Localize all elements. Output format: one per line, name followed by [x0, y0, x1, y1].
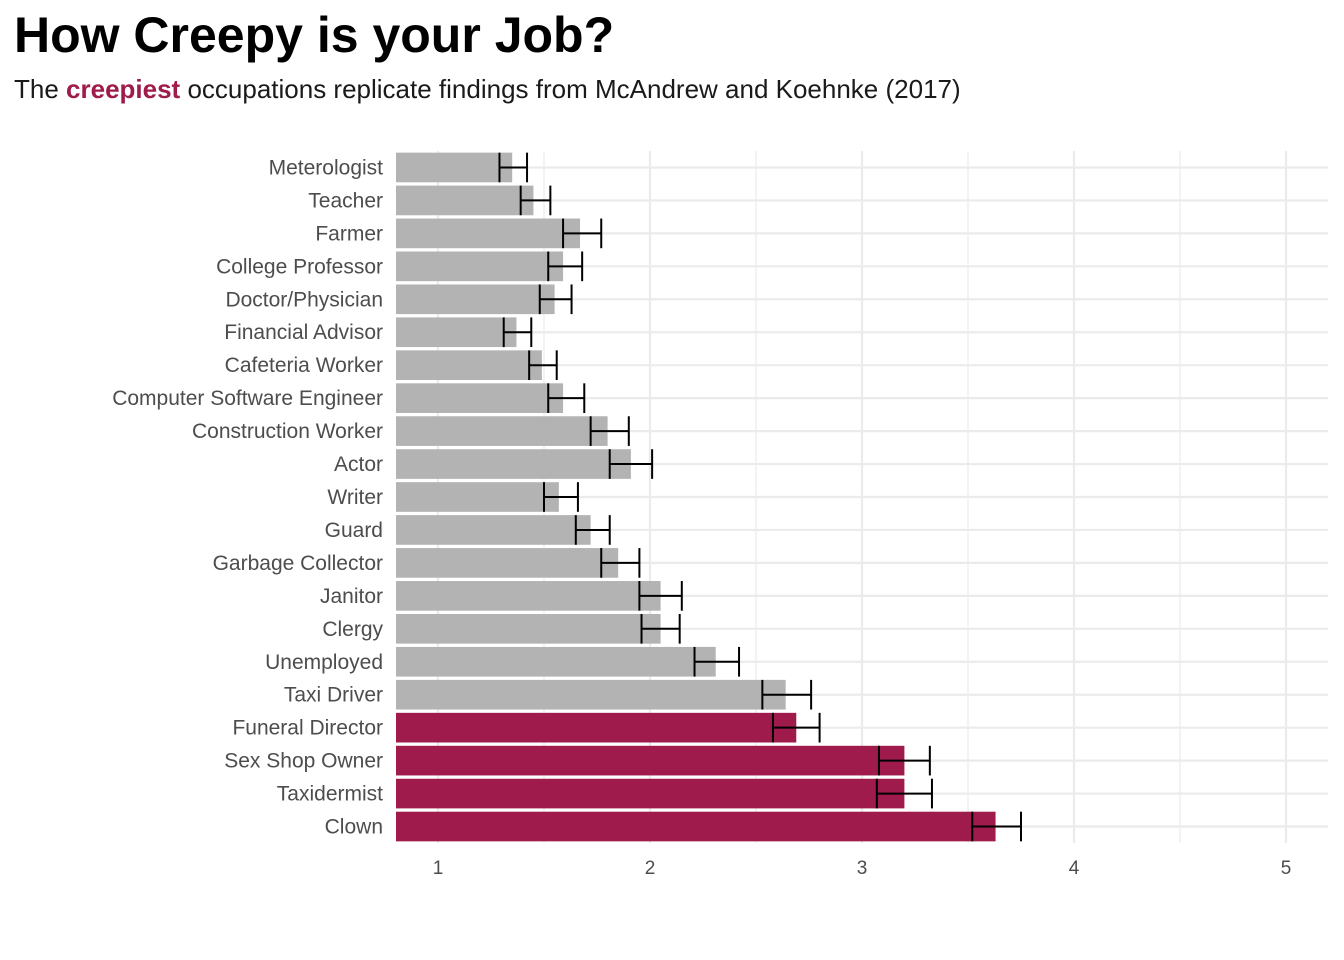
- bar-clergy: [396, 613, 661, 644]
- category-label-meterologist: Meterologist: [269, 156, 384, 179]
- error-bar-college-professor: [547, 251, 584, 282]
- subtitle-highlight: creepiest: [66, 74, 181, 104]
- bar-teacher: [396, 185, 534, 216]
- bar-cafeteria-worker: [396, 350, 542, 381]
- bar-taxidermist: [396, 778, 905, 809]
- error-bar-unemployed: [693, 646, 741, 677]
- error-bar-actor: [608, 449, 654, 479]
- error-bar-cafeteria-worker: [528, 350, 558, 381]
- category-label-computer-software-engineer: Computer Software Engineer: [112, 387, 383, 410]
- category-label-taxi-driver: Taxi Driver: [284, 684, 383, 707]
- x-tick-label-4: 4: [1069, 858, 1080, 879]
- category-label-financial-advisor: Financial Advisor: [224, 321, 383, 344]
- error-bar-clergy: [640, 613, 681, 644]
- chart-title: How Creepy is your Job?: [14, 7, 615, 63]
- bar-janitor: [396, 581, 661, 611]
- error-bar-guard: [574, 515, 611, 545]
- bar-actor: [396, 449, 631, 479]
- error-bar-financial-advisor: [502, 317, 533, 348]
- bar-construction-worker: [396, 416, 608, 446]
- category-label-writer: Writer: [327, 486, 383, 509]
- subtitle-prefix: The: [14, 74, 67, 104]
- category-label-construction-worker: Construction Worker: [192, 420, 383, 443]
- category-label-funeral-director: Funeral Director: [232, 717, 383, 740]
- error-bar-computer-software-engineer: [547, 383, 586, 413]
- bar-meterologist: [396, 152, 513, 183]
- bar-writer: [396, 482, 559, 512]
- category-label-doctor-physician: Doctor/Physician: [225, 288, 383, 311]
- error-bar-janitor: [638, 581, 683, 611]
- category-label-cafeteria-worker: Cafeteria Worker: [225, 354, 383, 377]
- bar-garbage-collector: [396, 548, 619, 578]
- error-bar-sex-shop-owner: [877, 745, 931, 776]
- bar-taxi-driver: [396, 679, 786, 710]
- category-label-farmer: Farmer: [315, 222, 383, 245]
- x-axis-ticks: 1 2 3 4 5: [433, 858, 1292, 879]
- x-tick-label-3: 3: [857, 858, 868, 879]
- bar-computer-software-engineer: [396, 383, 564, 413]
- error-bar-taxi-driver: [761, 679, 813, 710]
- bar-college-professor: [396, 251, 564, 282]
- bar-guard: [396, 515, 591, 545]
- category-label-garbage-collector: Garbage Collector: [213, 552, 383, 575]
- chart-subtitle: The creepiest occupations replicate find…: [14, 74, 961, 105]
- x-tick-label-5: 5: [1281, 858, 1292, 879]
- category-label-actor: Actor: [334, 453, 383, 476]
- category-label-clergy: Clergy: [322, 618, 383, 641]
- subtitle-suffix: occupations replicate findings from McAn…: [180, 74, 961, 104]
- error-bar-farmer: [562, 218, 603, 249]
- error-bar-garbage-collector: [600, 548, 641, 578]
- category-label-janitor: Janitor: [320, 585, 383, 608]
- bar-financial-advisor: [396, 317, 517, 348]
- category-label-taxidermist: Taxidermist: [277, 783, 383, 806]
- category-label-guard: Guard: [325, 519, 383, 542]
- error-bars: [498, 152, 1022, 842]
- bar-clown: [396, 811, 996, 842]
- error-bar-taxidermist: [875, 778, 933, 809]
- bars: [396, 152, 996, 842]
- error-bar-teacher: [519, 185, 552, 216]
- bar-unemployed: [396, 646, 716, 677]
- category-label-teacher: Teacher: [308, 189, 383, 212]
- x-tick-label-1: 1: [433, 858, 444, 879]
- category-labels: Meterologist Teacher Farmer College Profess…: [112, 156, 383, 838]
- error-bar-construction-worker: [589, 416, 630, 446]
- category-label-sex-shop-owner: Sex Shop Owner: [224, 750, 383, 773]
- bar-sex-shop-owner: [396, 745, 905, 776]
- category-label-clown: Clown: [325, 816, 383, 839]
- error-bar-doctor-physician: [538, 284, 573, 315]
- category-label-unemployed: Unemployed: [265, 651, 383, 674]
- bar-funeral-director: [396, 712, 797, 743]
- bar-doctor-physician: [396, 284, 555, 315]
- category-label-college-professor: College Professor: [216, 255, 383, 278]
- bar-farmer: [396, 218, 581, 249]
- error-bar-meterologist: [498, 152, 529, 183]
- error-bar-clown: [971, 811, 1022, 842]
- error-bar-writer: [543, 482, 579, 512]
- error-bar-funeral-director: [771, 712, 821, 743]
- x-tick-label-2: 2: [645, 858, 656, 879]
